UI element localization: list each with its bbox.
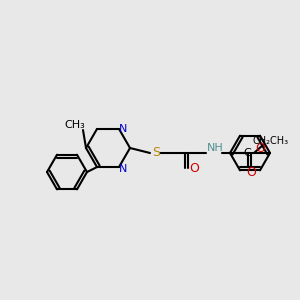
Text: O: O — [189, 161, 199, 175]
Text: CH₃: CH₃ — [64, 120, 86, 130]
Text: N: N — [119, 164, 127, 174]
Text: O: O — [246, 167, 256, 179]
Text: S: S — [152, 146, 160, 160]
Text: O: O — [255, 142, 265, 154]
Text: N: N — [119, 124, 127, 134]
Text: NH: NH — [207, 143, 224, 153]
Text: C: C — [243, 148, 251, 158]
Text: CH₂CH₃: CH₂CH₃ — [253, 136, 289, 146]
